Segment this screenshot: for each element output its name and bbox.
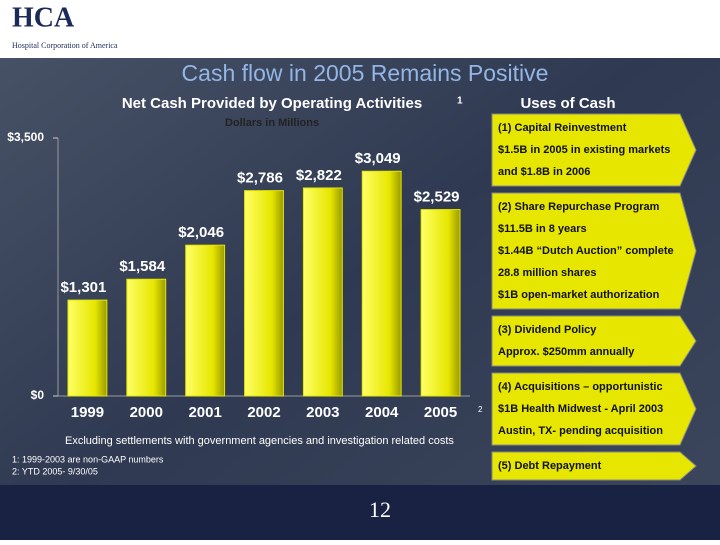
value-label: $2,822	[296, 167, 342, 184]
callout-line: $1B open-market authorization	[498, 289, 660, 301]
bar	[126, 278, 167, 397]
value-label: $2,529	[414, 189, 460, 206]
callout-heading: (4) Acquisitions – opportunistic	[498, 381, 663, 393]
slide-title: Cash flow in 2005 Remains Positive	[182, 60, 549, 86]
y-tick-label: $0	[31, 388, 45, 402]
note: Excluding settlements with government ag…	[65, 435, 454, 447]
footer-band	[0, 485, 720, 540]
callout-line: Austin, TX- pending acquisition	[498, 425, 663, 437]
callout-heading: (5) Debt Repayment	[498, 460, 602, 472]
callout-line: Approx. $250mm annually	[498, 346, 635, 358]
bar	[185, 244, 226, 397]
callout-line: $1.44B “Dutch Auction” complete	[498, 245, 674, 257]
footnote: 2: YTD 2005- 9/30/05	[12, 466, 98, 476]
bar	[420, 209, 461, 397]
callout-box	[491, 451, 697, 481]
callout-line: $1B Health Midwest - April 2003	[498, 403, 663, 415]
bar	[361, 170, 402, 397]
x-tick-label: 2003	[306, 404, 339, 421]
value-label: $1,584	[119, 258, 166, 275]
value-label: $3,049	[355, 150, 401, 167]
callout-heading: (3) Dividend Policy	[498, 324, 597, 336]
company: Hospital Corporation of America	[12, 41, 118, 50]
page-number: 12	[369, 497, 391, 522]
chart-subtitle: Dollars in Millions	[225, 117, 319, 129]
chart-title: Net Cash Provided by Operating Activitie…	[122, 95, 422, 112]
chart-title-note: 1	[457, 96, 463, 107]
header-band	[0, 0, 720, 58]
value-label: $2,046	[178, 224, 224, 241]
callout-line: and $1.8B in 2006	[498, 166, 590, 178]
callout-line: 28.8 million shares	[498, 267, 596, 279]
callout-line: $11.5B in 8 years	[498, 223, 587, 235]
y-tick-label: $3,500	[7, 130, 44, 144]
footnote: 1: 1999-2003 are non-GAAP numbers	[12, 454, 164, 464]
callout-box	[491, 192, 697, 310]
value-label: $2,786	[237, 170, 283, 187]
callout-box	[491, 113, 697, 187]
x-tick-label: 2001	[188, 404, 221, 421]
callout-box	[491, 315, 697, 367]
bar	[67, 299, 108, 397]
x-tick-label: 2002	[247, 404, 280, 421]
x-tick-label: 2000	[130, 404, 163, 421]
bar	[244, 190, 284, 397]
x-tick-label: 1999	[71, 404, 104, 421]
category-note: 2	[478, 405, 483, 414]
bar	[302, 187, 343, 397]
logo: HCA	[12, 2, 75, 33]
callout-box	[491, 372, 697, 446]
callout-heading: (1) Capital Reinvestment	[498, 122, 627, 134]
x-tick-label: 2004	[365, 404, 399, 421]
callout-line: $1.5B in 2005 in existing markets	[498, 144, 670, 156]
uses-title: Uses of Cash	[520, 95, 615, 112]
x-tick-label: 2005	[424, 404, 457, 421]
value-label: $1,301	[60, 279, 106, 296]
callout-heading: (2) Share Repurchase Program	[498, 201, 660, 213]
